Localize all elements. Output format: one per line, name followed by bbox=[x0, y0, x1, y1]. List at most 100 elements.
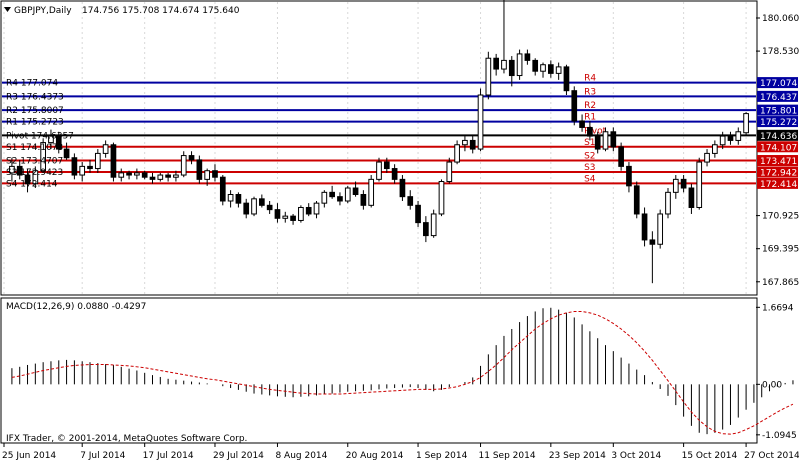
candle-body bbox=[415, 204, 421, 224]
y-tick-label: 169.395 bbox=[762, 245, 799, 255]
level-price-tag bbox=[757, 166, 798, 178]
candle-body bbox=[16, 165, 23, 176]
y-tick-label: 167.865 bbox=[762, 278, 799, 288]
candle-body bbox=[149, 176, 156, 180]
level-name-label: Pivot bbox=[584, 126, 607, 136]
candle-body bbox=[516, 53, 523, 77]
level-price-label: 175.801 bbox=[760, 107, 797, 117]
candle-body bbox=[399, 178, 406, 198]
pivot-value-label: R4 177.074 bbox=[6, 79, 58, 89]
candle-body bbox=[376, 161, 382, 180]
candle-body bbox=[680, 178, 687, 189]
macd-axis: 1.6694 0.00 -1.0945 bbox=[756, 303, 797, 441]
candle-body bbox=[391, 168, 398, 180]
level-price-label: 172.942 bbox=[760, 168, 797, 178]
pivot-value-list: R4 177.074 R3 176.4373 R2 175.8007 R1 175.2… bbox=[6, 79, 74, 190]
level-price-label: 175.272 bbox=[760, 118, 797, 128]
level-price-label: 174.636 bbox=[760, 132, 797, 142]
x-tick-label: 15 Oct 2014 bbox=[682, 451, 738, 461]
pivot-value-label: R3 176.4373 bbox=[6, 92, 64, 102]
candle-body bbox=[188, 155, 195, 161]
candle-body bbox=[94, 152, 101, 170]
level-price-label: 176.437 bbox=[760, 93, 797, 103]
candle-body bbox=[540, 64, 546, 72]
candle-body bbox=[251, 198, 257, 215]
candle-body bbox=[579, 120, 585, 128]
x-tick-label: 17 Jul 2014 bbox=[143, 451, 194, 461]
candle-body bbox=[735, 131, 742, 141]
candle-body bbox=[55, 135, 62, 150]
macd-y-tick-label: -1.0945 bbox=[762, 431, 797, 441]
level-price-tag bbox=[757, 77, 798, 89]
candle-body bbox=[360, 194, 367, 206]
candle-body bbox=[102, 144, 109, 154]
pivot-value-label: Pivot 174.6357 bbox=[6, 131, 74, 141]
candle-body bbox=[477, 94, 484, 150]
candle-body bbox=[469, 139, 476, 150]
level-price-tag bbox=[757, 104, 798, 116]
level-name-label: R2 bbox=[584, 101, 596, 111]
candle-body bbox=[321, 191, 328, 204]
candle-body bbox=[672, 178, 679, 193]
symbol-menu-icon[interactable] bbox=[4, 7, 11, 12]
macd-y-tick-label: 0.00 bbox=[762, 380, 782, 390]
macd-panel-frame bbox=[0, 297, 758, 444]
candle-body bbox=[665, 191, 671, 215]
level-price-tag bbox=[757, 129, 798, 141]
macd-histogram bbox=[11, 307, 794, 435]
candle-body bbox=[368, 178, 375, 206]
candle-body bbox=[305, 206, 312, 215]
candle-body bbox=[87, 165, 93, 170]
candle-body bbox=[298, 206, 304, 221]
level-name-label: R4 bbox=[584, 74, 596, 84]
level-price-label: 172.414 bbox=[760, 180, 797, 190]
candle-body bbox=[704, 152, 710, 163]
candle-body bbox=[407, 196, 414, 206]
candle-body bbox=[337, 196, 343, 202]
pivot-value-label: S4 172.414 bbox=[6, 179, 58, 189]
candle-body bbox=[118, 172, 125, 178]
candle-body bbox=[180, 155, 187, 176]
candle-body bbox=[555, 66, 562, 74]
pivot-value-label: R2 175.8007 bbox=[6, 106, 64, 116]
candle-body bbox=[587, 126, 593, 137]
candle-body bbox=[383, 161, 390, 170]
candle-body bbox=[352, 187, 359, 196]
candle-body bbox=[9, 165, 15, 174]
candle-body bbox=[524, 53, 531, 61]
candle-body bbox=[141, 172, 148, 178]
copyright-text: IFX Trader, © 2001-2014, MetaQuotes Soft… bbox=[6, 434, 247, 444]
price-panel-frame bbox=[0, 0, 758, 296]
candle-body bbox=[727, 135, 734, 141]
level-name-label: R1 bbox=[584, 113, 596, 123]
candle-body bbox=[454, 144, 460, 163]
candles bbox=[9, 0, 749, 284]
candle-body bbox=[329, 191, 335, 198]
level-price-label: 177.074 bbox=[760, 79, 797, 89]
candle-body bbox=[48, 135, 54, 144]
candle-body bbox=[688, 187, 695, 208]
y-tick-label: 180.060 bbox=[762, 14, 799, 24]
candle-body bbox=[196, 159, 203, 180]
candle-body bbox=[594, 135, 601, 150]
candle-body bbox=[462, 139, 468, 146]
candle-body bbox=[508, 59, 515, 77]
x-tick-label: 7 Jul 2014 bbox=[80, 451, 125, 461]
chart-title: GBPJPY,Daily bbox=[14, 6, 72, 16]
candle-body bbox=[79, 165, 86, 176]
level-price-label: 173.471 bbox=[760, 157, 797, 167]
candle-body bbox=[563, 66, 570, 92]
candle-body bbox=[266, 204, 273, 211]
candle-body bbox=[134, 172, 140, 176]
candle-body bbox=[165, 174, 171, 178]
candle-body bbox=[40, 142, 46, 172]
y-tick-label: 170.925 bbox=[762, 212, 799, 222]
candle-body bbox=[485, 57, 492, 96]
macd-title: MACD(12,26,9) 0.0880 -0.4297 bbox=[6, 302, 146, 312]
candle-body bbox=[430, 213, 437, 237]
candle-body bbox=[641, 213, 648, 241]
candle-body bbox=[649, 239, 656, 245]
price-axis: 180.060 178.530 170.925 169.395 167.865 bbox=[756, 14, 799, 288]
